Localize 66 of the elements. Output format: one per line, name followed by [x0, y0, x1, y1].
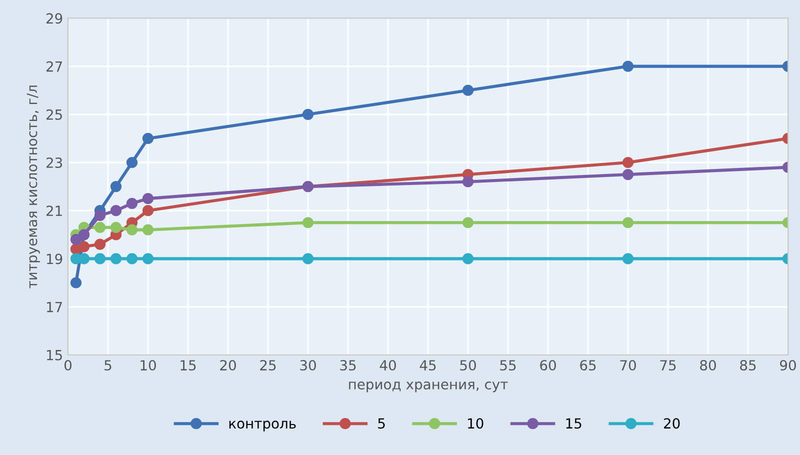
- point: [70, 277, 82, 288]
- point: [622, 60, 634, 72]
- legend-label: 5: [378, 418, 385, 429]
- point: [126, 198, 138, 209]
- point: [70, 234, 82, 246]
- point: [126, 224, 138, 236]
- x-tick-label: 85: [740, 360, 756, 371]
- point: [622, 156, 634, 168]
- legend-label: контроль: [229, 420, 296, 432]
- x-tick-label: 10: [140, 360, 156, 371]
- point: [462, 176, 474, 188]
- point: [126, 156, 138, 168]
- point: [126, 253, 138, 264]
- y-tick-label: 23: [46, 157, 62, 168]
- point: [462, 84, 474, 96]
- x-tick-label: 45: [420, 360, 436, 371]
- x-tick-label: 90: [780, 360, 796, 371]
- point: [142, 193, 154, 204]
- point: [110, 253, 122, 264]
- x-tick-label: 50: [460, 360, 476, 371]
- y-tick-label: 29: [46, 13, 62, 24]
- point: [94, 210, 106, 221]
- point: [462, 253, 474, 264]
- point: [302, 253, 314, 264]
- x-tick-label: 40: [380, 360, 396, 371]
- y-tick-label: 27: [46, 61, 62, 72]
- y-axis-title: титруемая кислотность, г/л: [26, 86, 40, 288]
- x-tick-label: 70: [620, 360, 636, 371]
- legend-label: 10: [468, 418, 484, 429]
- point: [94, 238, 106, 250]
- point: [302, 108, 314, 120]
- point: [110, 180, 122, 192]
- y-tick-label: 17: [46, 302, 62, 312]
- point: [302, 217, 314, 228]
- y-tick-label: 15: [46, 350, 62, 360]
- point: [110, 205, 122, 216]
- legend-label: 15: [566, 418, 582, 429]
- x-axis-title: период хранения, сут: [349, 382, 508, 392]
- x-tick-label: 0: [64, 360, 72, 371]
- x-tick-label: 75: [660, 360, 676, 371]
- x-tick-label: 35: [340, 360, 356, 371]
- point: [622, 168, 634, 180]
- x-tick-label: 15: [180, 360, 196, 371]
- y-tick-label: 21: [46, 206, 62, 216]
- point: [142, 253, 154, 264]
- x-tick-label: 20: [220, 360, 236, 371]
- y-tick-label: 25: [46, 109, 62, 120]
- legend-label: 20: [664, 418, 680, 429]
- point: [142, 132, 154, 144]
- point: [622, 253, 634, 264]
- point: [142, 224, 154, 236]
- point: [622, 217, 634, 228]
- point: [94, 253, 106, 264]
- y-tick-label: 19: [46, 254, 62, 264]
- point: [78, 241, 90, 252]
- point: [142, 205, 154, 216]
- x-tick-label: 80: [700, 360, 716, 371]
- x-tick-label: 55: [500, 360, 516, 371]
- point: [110, 222, 122, 233]
- x-tick-label: 30: [300, 360, 316, 371]
- x-tick-label: 65: [580, 360, 596, 371]
- point: [94, 222, 106, 233]
- x-tick-label: 25: [260, 360, 276, 371]
- x-tick-label: 5: [104, 360, 112, 371]
- point: [462, 217, 474, 228]
- x-tick-label: 60: [540, 360, 556, 371]
